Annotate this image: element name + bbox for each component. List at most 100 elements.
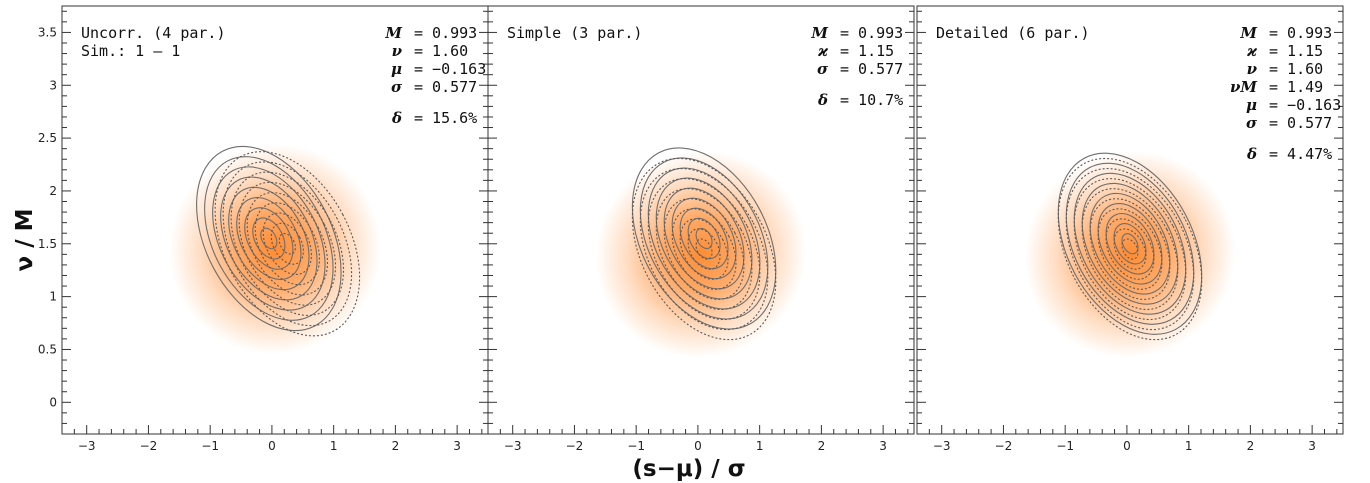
dotted-contour [695,238,713,260]
dotted-contour [1121,238,1139,260]
dotted-contour [270,222,304,265]
x-tick-label: 2 [1247,439,1255,453]
y-axis-label: ν / M [12,209,38,272]
density-cloud [1024,150,1236,359]
x-tick-label: −1 [201,439,219,453]
panel-3: −3 −2 −1 0 1 2 3 Detailed (6 par.) M = 0.993 ϰ = 1.… [916,5,1344,453]
dotted-contour [687,228,721,270]
solid-contour [1081,182,1179,305]
y-tick-label: 3 [49,78,57,92]
delta-value: = 4.47% [1269,145,1332,163]
dotted-contour [639,168,769,331]
x-tick-label: 3 [1308,439,1316,453]
solid-contour [1089,192,1171,295]
panel-title: Detailed (6 par.) [936,24,1090,42]
param-symbol: ϰ [817,42,829,60]
dotted-contour [238,181,337,306]
dotted-contour [1081,188,1179,310]
delta-symbol: δ [817,91,828,109]
param-value: = 1.15 [1269,42,1323,60]
dotted-contour [262,212,312,276]
dotted-contour [655,188,753,310]
dotted-contour [671,208,737,290]
param-symbol: σ [391,78,403,96]
x-tick-label: 0 [268,439,276,453]
dotted-contour [1065,168,1195,331]
solid-contour [228,186,310,291]
x-tick-label: 3 [879,439,887,453]
x-tick-label: −2 [140,439,158,453]
solid-contour [679,207,729,270]
solid-contour [244,207,294,270]
x-tick-label: 1 [756,439,764,453]
solid-contour [639,157,769,320]
solid-contour [1113,223,1147,265]
delta-value: = 10.7% [840,91,903,109]
dotted-contour [254,202,320,286]
solid-contour [687,217,721,260]
delta-value: = 15.6% [414,109,477,127]
solid-contour [1121,233,1139,255]
x-tick-label: 1 [330,439,338,453]
param-value: = 1.60 [1269,60,1323,78]
dotted-contour [647,178,761,321]
param-symbol: M [384,24,402,42]
x-tick-label: −2 [995,439,1013,453]
y-tick-label: 3.5 [38,25,57,39]
param-symbol: M [810,24,828,42]
x-tick-label: −3 [78,439,96,453]
param-symbol: ν [392,42,403,60]
param-value: = 0.993 [414,24,477,42]
param-symbol: σ [1246,114,1258,132]
param-symbol: ϰ [1246,42,1258,60]
dotted-contour [663,198,745,300]
param-symbol: ν [1247,60,1258,78]
x-tick-label: 1 [1185,439,1193,453]
x-tick-label: 0 [1123,439,1131,453]
solid-contour [671,197,737,280]
panel-2: −3 −2 −1 0 1 2 3 Simple (3 par.) M = 0.993 ϰ = 1.15… [487,5,915,453]
solid-contour [647,167,761,310]
y-tick-label: 0 [49,395,57,409]
panel-frame [487,5,915,435]
solid-contour [655,177,753,300]
solid-contour [236,197,302,280]
dotted-contour [222,161,353,327]
dotted-contour [1089,198,1171,300]
x-tick-label: −3 [933,439,951,453]
panel-1: −3 −2 −1 0 1 2 3 0 0.5 1 1.5 2 2.5 3 3.5 Uncorr. (4 par… [38,5,489,453]
dotted-contour [1073,178,1187,321]
solid-contour [1105,213,1155,275]
param-value: = 0.577 [414,78,477,96]
x-tick-label: −2 [566,439,584,453]
param-value: = 0.577 [1269,114,1332,132]
param-symbol: M [1239,24,1257,42]
y-tick-label: 2 [49,184,57,198]
param-symbol: νM [1230,78,1257,96]
param-value: = 0.577 [840,60,903,78]
x-tick-label: 0 [694,439,702,453]
param-value: = −0.163 [1269,96,1341,114]
param-value: = 1.49 [1269,78,1323,96]
panel-title: Simple (3 par.) [507,24,642,42]
solid-contour [1065,162,1195,325]
dotted-contour [1105,218,1155,280]
delta-symbol: δ [1246,145,1257,163]
dotted-contour [230,171,345,316]
y-tick-label: 0.5 [38,342,57,356]
y-tick-label: 1 [49,290,57,304]
y-tick-label: 1.5 [38,237,57,251]
dotted-contour [631,157,777,341]
solid-contour [663,187,745,290]
x-tick-label: −3 [504,439,522,453]
solid-contour [1097,202,1163,285]
delta-symbol: δ [391,109,402,127]
solid-contour [1073,172,1187,315]
param-value: = 0.993 [1269,24,1332,42]
dotted-contour [278,232,296,255]
y-tick-label: 2.5 [38,131,57,145]
solid-contour [220,176,318,301]
dotted-contour [214,151,361,337]
x-tick-label: −1 [1056,439,1074,453]
